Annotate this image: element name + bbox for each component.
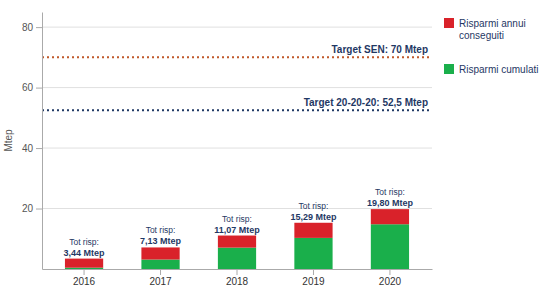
plot-area: 20 40 60 80 2016 2017 2018 2019 2020 Mtep 3,44 Mte… — [3, 13, 433, 288]
total-prefix: Tot risp: — [146, 225, 176, 235]
legend-item: Risparmi annuiconseguiti — [444, 18, 526, 41]
axis-line — [42, 13, 43, 270]
bar — [141, 260, 179, 269]
marks — [42, 57, 432, 269]
total-prefix: Tot risp: — [69, 237, 99, 247]
total-label: 15,29 Mtep — [290, 212, 337, 222]
reference-label: Target 20-20-20: 52,5 Mtep — [304, 97, 428, 108]
tick-mark — [160, 269, 161, 275]
grid-line — [42, 87, 432, 88]
tick-label: 60 — [22, 82, 34, 93]
total-label: 7,13 Mtep — [140, 236, 182, 246]
tick: 2020 — [379, 269, 402, 287]
y-axis: 20 40 60 80 — [22, 13, 43, 270]
tick: 20 — [22, 203, 42, 214]
bar — [218, 236, 256, 248]
tick-mark — [313, 269, 314, 275]
tick-label: 2018 — [226, 276, 249, 287]
total-prefix: Tot risp: — [375, 187, 405, 197]
tick: 60 — [22, 82, 42, 93]
tick-label: 20 — [22, 203, 34, 214]
tick: 2019 — [302, 269, 325, 287]
total-label: 11,07 Mtep — [214, 225, 260, 235]
tick-label: 2016 — [73, 276, 96, 287]
tick: 2016 — [73, 269, 96, 287]
tick-label: 2017 — [149, 276, 172, 287]
chart: 20 40 60 80 2016 2017 2018 2019 2020 Mtep 3,44 Mte… — [0, 0, 552, 293]
total-label: 3,44 Mtep — [64, 248, 106, 258]
grid-line — [42, 208, 432, 209]
legend-swatch — [444, 18, 454, 28]
grid-line — [42, 148, 432, 149]
grid-line — [42, 27, 432, 28]
legend-swatch — [444, 64, 454, 74]
bar — [65, 259, 103, 268]
bar — [141, 247, 179, 259]
bar — [371, 209, 409, 224]
tick-mark — [36, 27, 42, 28]
axis-title: Mtep — [3, 129, 14, 152]
total-label: 19,80 Mtep — [367, 198, 414, 208]
grid — [42, 27, 432, 208]
bar — [218, 248, 256, 269]
tick: 40 — [22, 143, 42, 154]
tick-mark — [84, 269, 85, 275]
tick: 2018 — [226, 269, 249, 287]
tick-mark — [36, 88, 42, 89]
bar — [371, 224, 409, 269]
tick: 80 — [22, 22, 42, 33]
tick: 2017 — [149, 269, 172, 287]
legend: Risparmi annuiconseguiti Risparmi cumulat… — [444, 18, 538, 75]
tick-label: 2019 — [302, 276, 325, 287]
bar-series — [65, 209, 409, 268]
bar — [294, 223, 332, 238]
bar-series — [65, 224, 409, 269]
bar — [65, 268, 103, 269]
legend-label: Risparmi cumulati — [459, 64, 538, 75]
tick-label: 2020 — [379, 276, 402, 287]
tick-mark — [237, 269, 238, 275]
bar — [294, 238, 332, 269]
legend-item: Risparmi cumulati — [444, 64, 538, 75]
reference-line — [42, 56, 432, 58]
tick-label: 80 — [22, 22, 34, 33]
annotations: 3,44 MtepTot risp:7,13 MtepTot risp:11,0… — [64, 44, 428, 257]
reference-label: Target SEN: 70 Mtep — [332, 44, 429, 55]
tick-mark — [36, 209, 42, 210]
tick-label: 40 — [22, 143, 34, 154]
tick-mark — [389, 269, 390, 275]
total-prefix: Tot risp: — [299, 201, 329, 211]
reference-line — [42, 109, 432, 111]
tick-mark — [36, 148, 42, 149]
legend-label: Risparmi annuiconseguiti — [459, 18, 526, 41]
total-prefix: Tot risp: — [222, 214, 252, 224]
x-axis: 2016 2017 2018 2019 2020 — [43, 269, 433, 287]
